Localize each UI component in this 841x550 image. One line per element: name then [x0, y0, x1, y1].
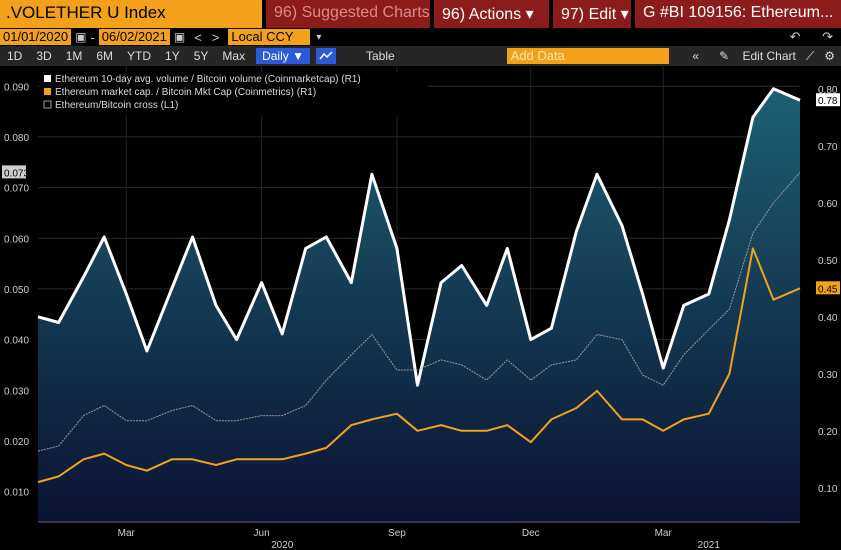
chart-svg: 0.090 0.080 0.070 0.060 0.050 0.040 0.030 0.020… [2, 66, 840, 550]
legend-entry: Ethereum 10-day avg. volume / Bitcoin vo… [55, 74, 361, 85]
current-value-badge [2, 165, 26, 179]
right-tick-label: 0.60 [818, 199, 838, 210]
table-button[interactable]: Table [365, 49, 395, 63]
suggested-charts-button[interactable]: 96) Suggested Charts [266, 0, 430, 28]
range-ytd-button[interactable]: YTD [127, 49, 152, 63]
x-tick-label: Mar [118, 528, 136, 539]
right-tick-label: 0.80 [818, 85, 838, 96]
history-controls: ↶ ↷ [772, 29, 833, 45]
collapse-icon[interactable]: « [692, 49, 700, 63]
x-year-label: 2020 [271, 540, 294, 550]
redo-icon[interactable]: ↷ [822, 29, 833, 44]
undo-icon[interactable]: ↶ [789, 29, 801, 44]
current-value-label: 0.78 [818, 96, 838, 107]
range-6m-button[interactable]: 6M [96, 49, 114, 63]
series-line [37, 87, 801, 387]
range-max-button[interactable]: Max [222, 49, 246, 63]
right-tick-label: 0.30 [818, 370, 838, 381]
left-tick-label: 0.010 [4, 488, 29, 499]
current-value-label: 0.45 [818, 284, 838, 295]
left-tick-label: 0.040 [4, 336, 29, 347]
gear-icon[interactable]: ⚙ [824, 49, 835, 63]
line-chart-icon[interactable] [315, 48, 336, 64]
chevron-right-icon[interactable]: > [211, 29, 220, 45]
frequency-dropdown[interactable]: Daily ▼ [256, 48, 310, 64]
current-value-badge [816, 281, 840, 295]
start-date-input[interactable]: 01/01/2020 [0, 29, 72, 45]
left-tick-label: 0.070 [4, 184, 29, 195]
chevron-down-icon: ▾ [525, 6, 534, 23]
left-tick-label: 0.020 [4, 437, 29, 448]
top-bar: .VOLETHER U Index 96) Suggested Charts 9… [0, 0, 841, 28]
legend-entry: Ethereum/Bitcoin cross (L1) [55, 100, 178, 111]
x-tick-label: Sep [388, 528, 406, 539]
legend-box [40, 72, 428, 116]
date-range-row: 01/01/2020 ▣ - 06/02/2021 ▣ < > Local CC… [0, 28, 841, 46]
volume-area [38, 88, 800, 523]
end-date-input[interactable]: 06/02/2021 [98, 29, 170, 45]
chart-area: 0.090 0.080 0.070 0.060 0.050 0.040 0.030 0.020… [0, 66, 841, 550]
add-data-input[interactable]: Add Data [506, 48, 669, 64]
series-line [37, 172, 801, 452]
date-separator: - [90, 29, 95, 45]
edit-chart-button[interactable]: ✎ Edit Chart [709, 49, 796, 63]
ticker-field[interactable]: .VOLETHER U Index [0, 0, 262, 28]
toolbar: 1D 3D 1M 6M YTD 1Y 5Y Max Daily ▼ Table … [0, 46, 841, 66]
actions-menu-button[interactable]: 96) Actions ▾ [434, 0, 549, 28]
left-tick-label: 0.060 [4, 234, 29, 245]
pencil-icon: ✎ [719, 49, 730, 63]
actions-label: 96) Actions [442, 6, 522, 23]
edit-chart-label: Edit Chart [742, 49, 796, 63]
left-tick-label: 0.080 [4, 133, 29, 144]
legend-entry: Ethereum market cap. / Bitcoin Mkt Cap (… [55, 87, 316, 98]
range-5y-button[interactable]: 5Y [193, 49, 209, 63]
range-1m-button[interactable]: 1M [65, 49, 83, 63]
legend-swatch [44, 75, 51, 82]
chevron-left-icon[interactable]: < [194, 29, 202, 45]
left-tick-label: 0.030 [4, 386, 29, 397]
right-tick-label: 0.20 [818, 427, 838, 438]
current-value-label: 0.073 [4, 168, 29, 179]
annotate-icon[interactable]: ⟋ [805, 48, 815, 63]
currency-select[interactable]: Local CCY [228, 29, 311, 45]
range-1y-button[interactable]: 1Y [165, 49, 180, 63]
x-tick-label: Mar [655, 528, 673, 539]
chart-controls: « ✎ Edit Chart ⟋ ⚙ [682, 49, 835, 64]
right-tick-label: 0.70 [818, 142, 838, 153]
x-year-label: 2021 [698, 540, 721, 550]
series-line [37, 247, 801, 484]
chevron-down-icon: ▾ [620, 6, 629, 23]
calendar-icon[interactable]: ▣ [173, 30, 186, 44]
current-value-badge [816, 93, 840, 107]
right-tick-label: 0.40 [818, 313, 838, 324]
x-tick-label: Jun [254, 528, 270, 539]
chevron-down-icon[interactable]: ▾ [316, 31, 322, 43]
range-1d-button[interactable]: 1D [7, 49, 23, 63]
left-tick-label: 0.090 [4, 82, 29, 93]
chart-title-field[interactable]: G #BI 109156: Ethereum... [635, 0, 841, 28]
range-3d-button[interactable]: 3D [36, 49, 52, 63]
edit-menu-button[interactable]: 97) Edit ▾ [553, 0, 631, 28]
legend-swatch [44, 88, 51, 95]
left-tick-label: 0.050 [4, 285, 29, 296]
frequency-label: Daily [262, 49, 289, 63]
edit-label: 97) Edit [561, 6, 617, 23]
right-tick-label: 0.10 [818, 484, 838, 495]
calendar-icon[interactable]: ▣ [75, 30, 87, 44]
x-tick-label: Dec [522, 528, 540, 539]
legend-swatch [43, 100, 52, 109]
right-tick-label: 0.50 [818, 256, 838, 267]
